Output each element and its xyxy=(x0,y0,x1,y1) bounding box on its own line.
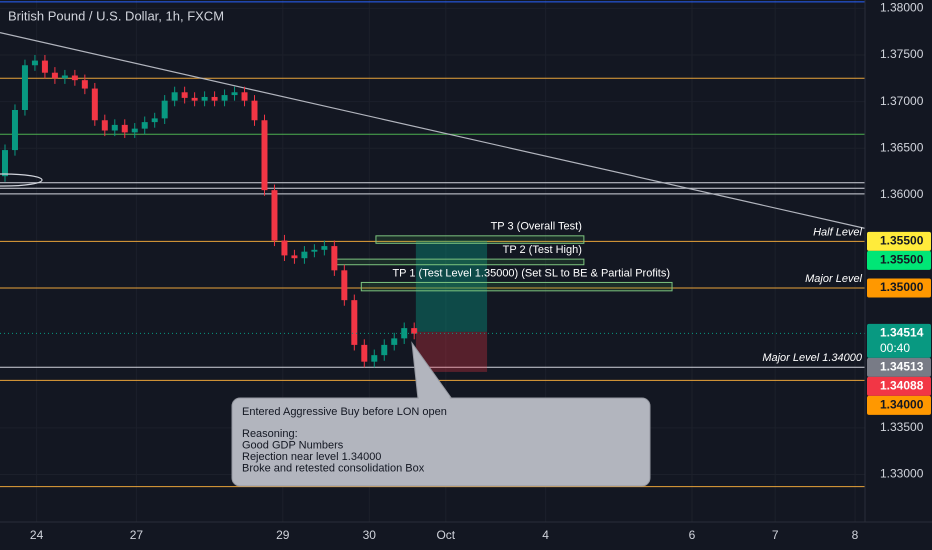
plot-area: TP 3 (Overall Test) TP 2 (Test High) TP 1 … xyxy=(0,1,866,488)
x-tick-label: 30 xyxy=(363,528,377,542)
x-tick-label: 24 xyxy=(30,528,44,542)
candle-body xyxy=(171,92,178,101)
y-tick-label: 1.36000 xyxy=(880,187,924,201)
level-label: Half Level xyxy=(813,226,862,238)
level-label: Major Level xyxy=(805,273,862,285)
x-tick-label: 8 xyxy=(852,528,859,542)
candle-body xyxy=(151,118,158,123)
candle-body xyxy=(381,344,388,356)
candle-body xyxy=(61,75,68,79)
candle-body xyxy=(51,72,58,79)
y-tick-label: 1.38000 xyxy=(880,1,924,15)
candle-body xyxy=(411,328,418,334)
candle-body xyxy=(251,100,258,121)
candle-body xyxy=(221,95,228,101)
x-tick-label: 27 xyxy=(130,528,144,542)
level-label: Major Level 1.34000 xyxy=(762,352,863,364)
note-line: Reasoning: xyxy=(242,428,298,440)
candle-body xyxy=(121,124,128,133)
candle-body xyxy=(271,190,278,241)
target-box xyxy=(335,258,585,266)
price-tag-label: 1.35500 xyxy=(880,253,924,267)
price-tag-label: 1.34088 xyxy=(880,379,924,393)
candle-body xyxy=(101,120,108,131)
y-tick-label: 1.36500 xyxy=(880,140,924,154)
y-tick-label: 1.33000 xyxy=(880,467,924,481)
candle-body xyxy=(241,92,248,101)
y-tick-label: 1.33500 xyxy=(880,420,924,434)
price-tag-label: 1.34514 xyxy=(880,326,924,340)
trendline xyxy=(0,32,866,229)
candle-body xyxy=(311,249,318,252)
price-tag xyxy=(867,278,931,298)
candle-body xyxy=(391,338,398,345)
price-tag xyxy=(867,395,931,415)
note-line: Entered Aggressive Buy before LON open xyxy=(242,406,447,418)
price-tag-countdown: 00:40 xyxy=(880,341,910,355)
candle-body xyxy=(141,122,148,129)
x-tick-label: 4 xyxy=(542,528,549,542)
target-box xyxy=(360,281,673,292)
price-tag-label: 1.34000 xyxy=(880,398,924,412)
y-tick-label: 1.37000 xyxy=(880,94,924,108)
price-tag-label: 1.35000 xyxy=(880,280,924,294)
candle-body xyxy=(1,150,8,177)
candle-body xyxy=(71,75,78,81)
candle-body xyxy=(281,240,288,256)
candle-body xyxy=(161,100,168,119)
target-label: TP 3 (Overall Test) xyxy=(491,221,582,233)
note-line: Good GDP Numbers xyxy=(242,439,344,451)
price-tag xyxy=(867,323,931,358)
candle-body xyxy=(91,88,98,121)
candle-body xyxy=(361,344,368,362)
candle-body xyxy=(211,96,218,101)
x-tick-label: Oct xyxy=(436,528,455,542)
candle-body xyxy=(31,60,38,66)
note-pointer-join xyxy=(413,346,451,400)
target-label: TP 1 (Test Level 1.35000) (Set SL to BE … xyxy=(392,267,670,279)
price-tag-label: 1.34513 xyxy=(880,360,924,374)
candle-body xyxy=(131,128,138,133)
price-tag xyxy=(867,376,931,396)
candle-body xyxy=(351,300,358,345)
note-line: Broke and retested consolidation Box xyxy=(242,462,425,474)
price-tag xyxy=(867,231,931,251)
axes: 1.38000 1.37500 1.37000 1.36500 1.36000 1.335… xyxy=(30,1,931,542)
candle-body xyxy=(331,246,338,271)
candle-body xyxy=(41,60,48,73)
candle-body xyxy=(111,124,118,131)
note-line: Rejection near level 1.34000 xyxy=(242,451,381,463)
candle-body xyxy=(191,97,198,101)
candle-body xyxy=(341,270,348,301)
candle-body xyxy=(321,246,328,250)
price-tag xyxy=(867,250,931,270)
note-callout: Entered Aggressive Buy before LON open Re… xyxy=(231,341,651,487)
price-tag-label: 1.35500 xyxy=(880,234,924,248)
candle-body xyxy=(301,251,308,259)
candle-body xyxy=(291,255,298,259)
candle-body xyxy=(181,92,188,98)
target-box xyxy=(375,235,585,244)
candle-body xyxy=(231,92,238,96)
ellipse-drawing xyxy=(0,173,43,187)
candle-body xyxy=(371,355,378,362)
candle-body xyxy=(81,80,88,89)
x-tick-label: 7 xyxy=(772,528,779,542)
candle-body xyxy=(261,120,268,191)
candle-body xyxy=(21,65,28,110)
x-tick-label: 29 xyxy=(276,528,290,542)
target-label: TP 2 (Test High) xyxy=(503,244,582,256)
note-text: Entered Aggressive Buy before LON open Re… xyxy=(242,406,447,475)
candle-body xyxy=(11,109,18,151)
candle-body xyxy=(201,96,208,101)
position-zone xyxy=(415,240,488,332)
y-tick-label: 1.37500 xyxy=(880,47,924,61)
chart-title: British Pound / U.S. Dollar, 1h, FXCM xyxy=(8,8,224,23)
x-tick-label: 6 xyxy=(689,528,696,542)
price-tag xyxy=(867,357,931,377)
